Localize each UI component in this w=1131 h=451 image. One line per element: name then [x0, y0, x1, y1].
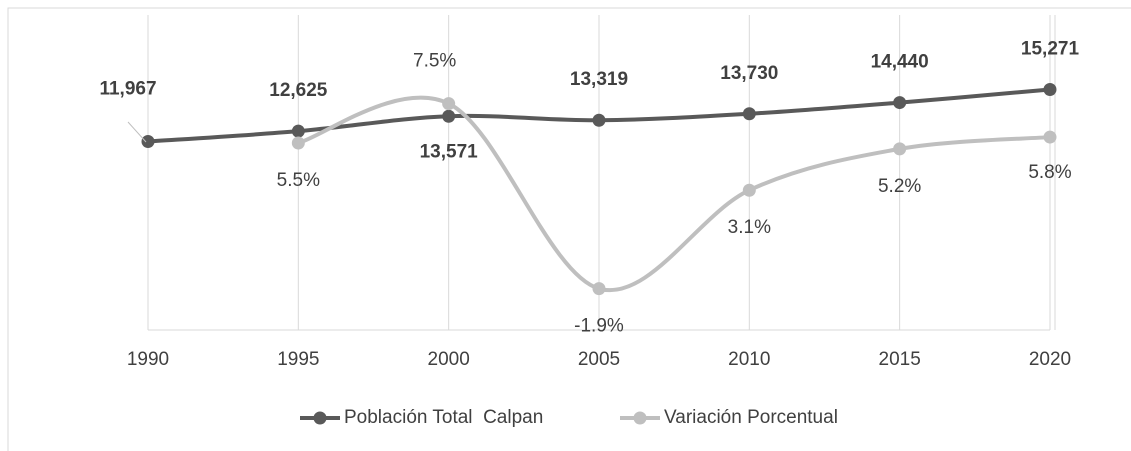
point	[1043, 82, 1057, 96]
data-label: 13,571	[420, 141, 479, 162]
point	[291, 124, 305, 138]
data-label: 14,440	[871, 52, 929, 73]
x-tick-label: 2000	[428, 349, 470, 370]
x-tick-label: 1990	[127, 349, 169, 370]
x-tick-label: 2015	[879, 349, 921, 370]
point	[291, 136, 305, 150]
point	[442, 109, 456, 123]
legend-marker	[633, 411, 647, 425]
data-label: 12,625	[269, 80, 328, 101]
point	[141, 135, 155, 149]
point	[893, 142, 907, 156]
point	[742, 107, 756, 121]
data-label: 5.2%	[878, 176, 921, 197]
point	[592, 113, 606, 127]
legend-label: Población Total Calpan	[344, 407, 543, 428]
leader-line	[127, 121, 147, 143]
point	[893, 96, 907, 110]
data-label: 5.5%	[277, 170, 320, 191]
x-tick-label: 2020	[1029, 349, 1071, 370]
data-label: 3.1%	[728, 217, 771, 238]
point	[592, 282, 606, 296]
data-label: 11,967	[99, 79, 156, 100]
chart-frame	[7, 7, 1131, 451]
x-tick-label: 2005	[578, 349, 620, 370]
point	[742, 183, 756, 197]
data-label: 5.8%	[1028, 162, 1071, 183]
point	[1043, 130, 1057, 144]
legend-marker	[313, 411, 327, 425]
data-label: 13,730	[720, 63, 778, 84]
series-line	[297, 95, 1051, 293]
data-label: 7.5%	[413, 51, 456, 72]
data-label: 15,271	[1021, 38, 1080, 59]
legend-label: Variación Porcentual	[664, 407, 838, 428]
data-label: 13,319	[570, 69, 628, 90]
data-label: -1.9%	[574, 316, 624, 337]
x-tick-label: 2010	[728, 349, 770, 370]
point	[442, 97, 456, 111]
x-tick-label: 1995	[277, 349, 319, 370]
